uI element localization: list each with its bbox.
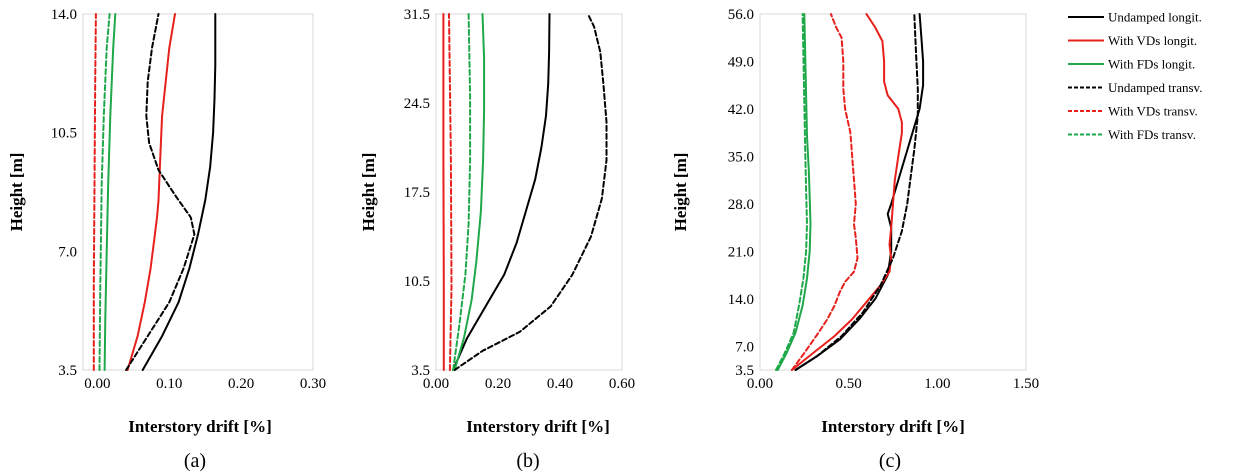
x-tick-label: 0.00 [423, 376, 449, 392]
y-tick-label: 28.0 [728, 197, 754, 213]
panel-caption: (a) [184, 450, 206, 472]
y-tick-label: 3.5 [411, 363, 430, 379]
plot-area [435, 13, 623, 371]
series-line-1 [452, 13, 551, 371]
series-line-3 [453, 13, 486, 371]
plot-area [759, 13, 1027, 371]
legend-item: Undamped transv. [1068, 80, 1202, 95]
x-axis-label: Interstory drift [%] [128, 417, 272, 436]
panel-caption: (b) [516, 450, 539, 472]
series-line-1 [141, 13, 217, 371]
chart-panel-1: 0.00 0.10 0.20 0.30 3.5 7.0 10.5 14.0 Interstory… [7, 7, 326, 472]
x-tick-label: 0.20 [485, 376, 511, 392]
series-line-5 [92, 13, 97, 371]
series-line-2 [126, 13, 176, 371]
series-line-3 [103, 13, 117, 371]
y-tick-label: 56.0 [728, 7, 754, 23]
y-tick-label: 31.5 [404, 7, 430, 23]
y-axis-label: Height [m] [671, 153, 690, 232]
series-line-6 [452, 13, 472, 371]
x-tick-label: 0.20 [228, 376, 254, 392]
series-line-4 [125, 13, 196, 371]
y-tick-label: 7.0 [735, 339, 754, 355]
x-tick-label: 0.50 [836, 376, 862, 392]
panel-caption: (c) [879, 450, 901, 472]
y-tick-label: 21.0 [728, 244, 754, 260]
legend-label: With FDs transv. [1108, 127, 1196, 142]
series-line-4 [453, 13, 608, 371]
legend-label: With FDs longit. [1108, 57, 1195, 72]
legend-item: With FDs transv. [1068, 127, 1196, 142]
legend-label: With VDs transv. [1108, 104, 1198, 119]
y-tick-label: 17.5 [404, 185, 430, 201]
x-tick-label: 0.30 [300, 376, 326, 392]
y-tick-label: 14.0 [728, 292, 754, 308]
plot-area [82, 13, 314, 371]
y-tick-label: 10.5 [51, 126, 77, 142]
y-tick-label: 42.0 [728, 102, 754, 118]
y-tick-label: 49.0 [728, 54, 754, 70]
x-tick-label: 0.60 [609, 376, 635, 392]
series-line-4 [794, 13, 919, 371]
legend: Undamped longit. With VDs longit. With FDs… [1068, 10, 1202, 142]
x-tick-label: 1.00 [924, 376, 950, 392]
legend-item: With VDs longit. [1068, 33, 1197, 48]
y-tick-label: 10.5 [404, 274, 430, 290]
y-tick-label: 3.5 [735, 363, 754, 379]
x-tick-label: 0.00 [747, 376, 773, 392]
x-axis-label: Interstory drift [%] [821, 417, 965, 436]
chart-panel-3: 0.00 0.50 1.00 1.50 3.5 7.0 14.0 21.0 28.0 35.0 42… [671, 7, 1039, 472]
x-axis-label: Interstory drift [%] [466, 417, 610, 436]
series-line-5 [448, 13, 453, 371]
legend-label: With VDs longit. [1108, 33, 1197, 48]
series-line-1 [794, 13, 925, 371]
chart-panels: 0.00 0.10 0.20 0.30 3.5 7.0 10.5 14.0 Interstory… [7, 7, 1039, 472]
legend-item: With FDs longit. [1068, 57, 1195, 72]
y-axis-label: Height [m] [359, 153, 378, 232]
x-tick-label: 1.50 [1013, 376, 1039, 392]
series-line-5 [790, 13, 859, 371]
x-tick-label: 0.10 [156, 376, 182, 392]
series-line-6 [775, 13, 808, 371]
series-line-3 [776, 13, 812, 371]
chart-panel-2: 0.00 0.20 0.40 0.60 3.5 10.5 17.5 24.5 31.5 Inter… [359, 7, 635, 472]
series-line-6 [98, 13, 111, 371]
y-tick-label: 35.0 [728, 149, 754, 165]
x-tick-label: 0.00 [84, 376, 110, 392]
legend-item: With VDs transv. [1068, 104, 1198, 119]
legend-label: Undamped longit. [1108, 10, 1202, 25]
legend-label: Undamped transv. [1108, 80, 1202, 95]
x-tick-label: 0.40 [547, 376, 573, 392]
y-tick-label: 7.0 [58, 244, 77, 260]
series-line-2 [790, 13, 903, 371]
y-tick-label: 14.0 [51, 7, 77, 23]
y-axis-label: Height [m] [7, 153, 26, 232]
y-tick-label: 24.5 [404, 96, 430, 112]
y-tick-label: 3.5 [58, 363, 77, 379]
legend-item: Undamped longit. [1068, 10, 1202, 25]
